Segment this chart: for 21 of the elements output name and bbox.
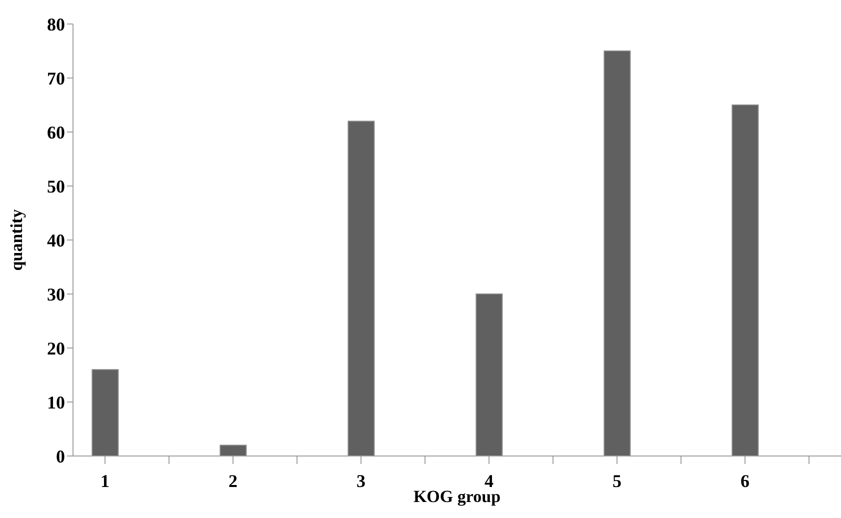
- y-tick-label: 80: [47, 14, 65, 34]
- x-tick-label: 1: [100, 470, 110, 491]
- y-tick-label: 50: [47, 176, 65, 196]
- bar: [732, 104, 759, 456]
- y-axis-title: quantity: [7, 208, 26, 271]
- y-tick-label: 10: [47, 392, 65, 412]
- x-tick-label: 5: [612, 470, 622, 491]
- y-tick-label: 60: [47, 122, 65, 142]
- bar: [92, 369, 119, 456]
- y-tick-label: 70: [47, 68, 65, 88]
- bar: [220, 444, 247, 456]
- x-tick-label: 2: [228, 470, 238, 491]
- bar: [476, 294, 503, 456]
- bar: [604, 50, 631, 456]
- y-tick-label: 0: [56, 446, 65, 466]
- x-tick-label: 6: [740, 470, 750, 491]
- bar: [348, 120, 375, 456]
- y-tick-label: 40: [47, 230, 65, 250]
- y-tick-label: 30: [47, 284, 65, 304]
- x-tick-label: 3: [356, 470, 366, 491]
- y-tick-label: 20: [47, 338, 65, 358]
